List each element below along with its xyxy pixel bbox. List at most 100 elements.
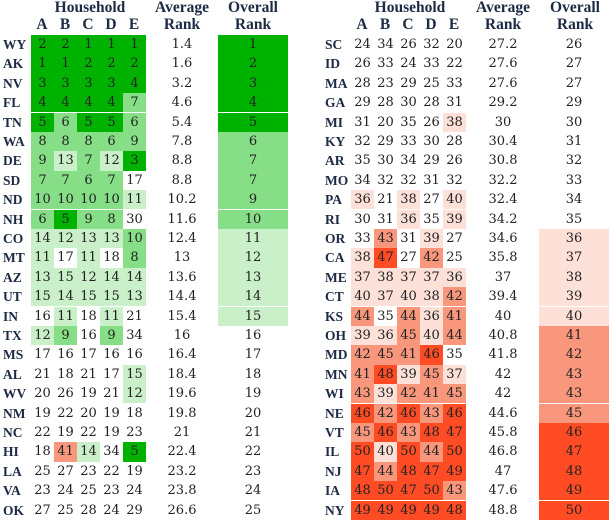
household-cell-sd-c: 6	[77, 170, 100, 190]
household-cell-vt-c: 43	[397, 423, 420, 443]
overall-rank-id: 27	[565, 56, 583, 72]
household-cell-co-d: 13	[100, 229, 123, 249]
household-cell-ia-d: 50	[420, 481, 443, 501]
household-cell-or-d: 39	[420, 229, 443, 249]
average-rank-ny: 48.8	[488, 502, 518, 518]
household-cell-az-c: 12	[77, 267, 100, 287]
state-label-ia: IA	[325, 483, 341, 499]
household-cell-nj-a: 47	[351, 461, 374, 481]
average-rank-ca: 35.8	[488, 250, 518, 266]
household-cell-oh-d: 40	[420, 326, 443, 346]
household-cell-nh-c: 9	[77, 209, 100, 229]
household-cell-wa-b: 8	[54, 132, 77, 152]
household-cell-mn-e: 37	[443, 364, 466, 384]
household-cell-wa-d: 6	[100, 132, 123, 152]
state-label-ca: CA	[325, 250, 345, 266]
household-cell-wi-a: 43	[351, 384, 374, 404]
household-cell-md-d: 46	[420, 345, 443, 365]
household-cell-ca-b: 47	[374, 248, 397, 268]
household-cell-ny-b: 49	[374, 500, 397, 520]
average-rank-ky: 30.4	[488, 134, 518, 149]
household-cell-al-b: 18	[57, 366, 74, 382]
left-household-header: Household	[54, 0, 126, 16]
household-cell-ak-c: 2	[77, 54, 100, 74]
household-cell-ri-e: 39	[443, 209, 466, 229]
household-cell-mo-a: 34	[354, 172, 371, 188]
household-cell-md-e: 35	[446, 347, 463, 363]
overall-rank-md: 42	[539, 345, 609, 365]
household-cell-or-a: 33	[354, 231, 371, 246]
overall-rank-nh: 10	[218, 209, 288, 229]
household-cell-nj-b: 44	[374, 461, 397, 481]
household-cell-hi-d: 34	[103, 444, 120, 460]
household-cell-il-e: 50	[443, 442, 466, 462]
state-label-id: ID	[325, 56, 341, 72]
left-overall-rank-header-line2: Rank	[234, 16, 272, 33]
average-rank-ne: 44.6	[488, 405, 518, 421]
overall-rank-ks: 40	[539, 306, 609, 326]
household-cell-nm-d: 19	[103, 405, 120, 421]
average-rank-mn: 42	[494, 366, 512, 382]
household-cell-ca-e: 25	[446, 250, 463, 266]
household-cell-sc-b: 34	[377, 37, 394, 52]
household-cell-ca-c: 27	[400, 250, 417, 266]
household-cell-mo-c: 32	[400, 172, 417, 188]
average-rank-tx: 16	[173, 328, 191, 343]
household-cell-vt-b: 46	[374, 423, 397, 443]
household-cell-ia-c: 47	[397, 481, 420, 501]
household-cell-wy-b: 2	[54, 35, 77, 55]
household-cell-mt-e: 8	[123, 248, 146, 268]
household-cell-wy-c: 1	[77, 35, 100, 55]
state-label-mo: MO	[325, 172, 349, 188]
household-cell-nc-a: 22	[34, 425, 51, 440]
household-cell-ar-c: 34	[400, 153, 417, 169]
state-label-de: DE	[3, 153, 22, 169]
household-cell-nj-e: 49	[443, 461, 466, 481]
household-cell-va-d: 23	[103, 483, 120, 499]
state-label-ky: KY	[325, 134, 346, 149]
household-cell-nc-d: 19	[103, 425, 120, 440]
household-cell-ny-a: 49	[351, 500, 374, 520]
average-rank-nm: 19.8	[167, 405, 197, 421]
average-rank-sc: 27.2	[488, 37, 518, 52]
overall-rank-la: 23	[244, 463, 262, 479]
overall-rank-nj: 48	[539, 461, 609, 481]
average-rank-wa: 7.8	[171, 134, 193, 149]
household-cell-ks-e: 41	[443, 306, 466, 326]
household-cell-la-b: 27	[57, 463, 74, 479]
average-rank-in: 15.4	[167, 308, 197, 324]
household-cell-ms-b: 16	[57, 347, 74, 363]
household-cell-md-c: 41	[397, 345, 420, 365]
overall-rank-oh: 41	[539, 326, 609, 346]
overall-rank-mt: 12	[218, 248, 288, 268]
state-label-il: IL	[325, 444, 340, 460]
average-rank-hi: 22.4	[167, 444, 197, 460]
average-rank-md: 41.8	[488, 347, 518, 363]
household-cell-pa-c: 38	[397, 190, 420, 210]
household-cell-ga-e: 31	[446, 95, 463, 111]
average-rank-ks: 40	[494, 308, 512, 324]
household-cell-ga-a: 29	[354, 95, 371, 111]
household-cell-de-a: 9	[31, 151, 54, 171]
state-label-nh: NH	[3, 211, 24, 227]
household-cell-la-e: 19	[126, 463, 143, 479]
household-cell-va-e: 24	[126, 483, 143, 499]
right-letter-e-header: E	[448, 16, 460, 33]
household-cell-nv-c: 3	[77, 73, 100, 93]
average-rank-nh: 11.6	[167, 211, 197, 227]
household-cell-nd-e: 11	[123, 190, 146, 210]
household-cell-la-c: 23	[80, 463, 97, 479]
household-cell-sd-d: 7	[100, 170, 123, 190]
household-cell-va-b: 24	[57, 483, 74, 499]
overall-rank-az: 13	[218, 267, 288, 287]
household-cell-mo-e: 32	[446, 172, 463, 188]
household-cell-al-c: 21	[80, 366, 97, 382]
overall-rank-pa: 34	[565, 192, 583, 208]
overall-rank-ar: 32	[565, 153, 583, 169]
household-cell-ms-a: 17	[34, 347, 51, 363]
household-cell-in-d: 11	[100, 306, 123, 326]
household-cell-ky-b: 29	[377, 134, 394, 149]
state-label-oh: OH	[325, 328, 347, 343]
household-cell-nj-d: 47	[420, 461, 443, 481]
household-cell-pa-e: 40	[443, 190, 466, 210]
